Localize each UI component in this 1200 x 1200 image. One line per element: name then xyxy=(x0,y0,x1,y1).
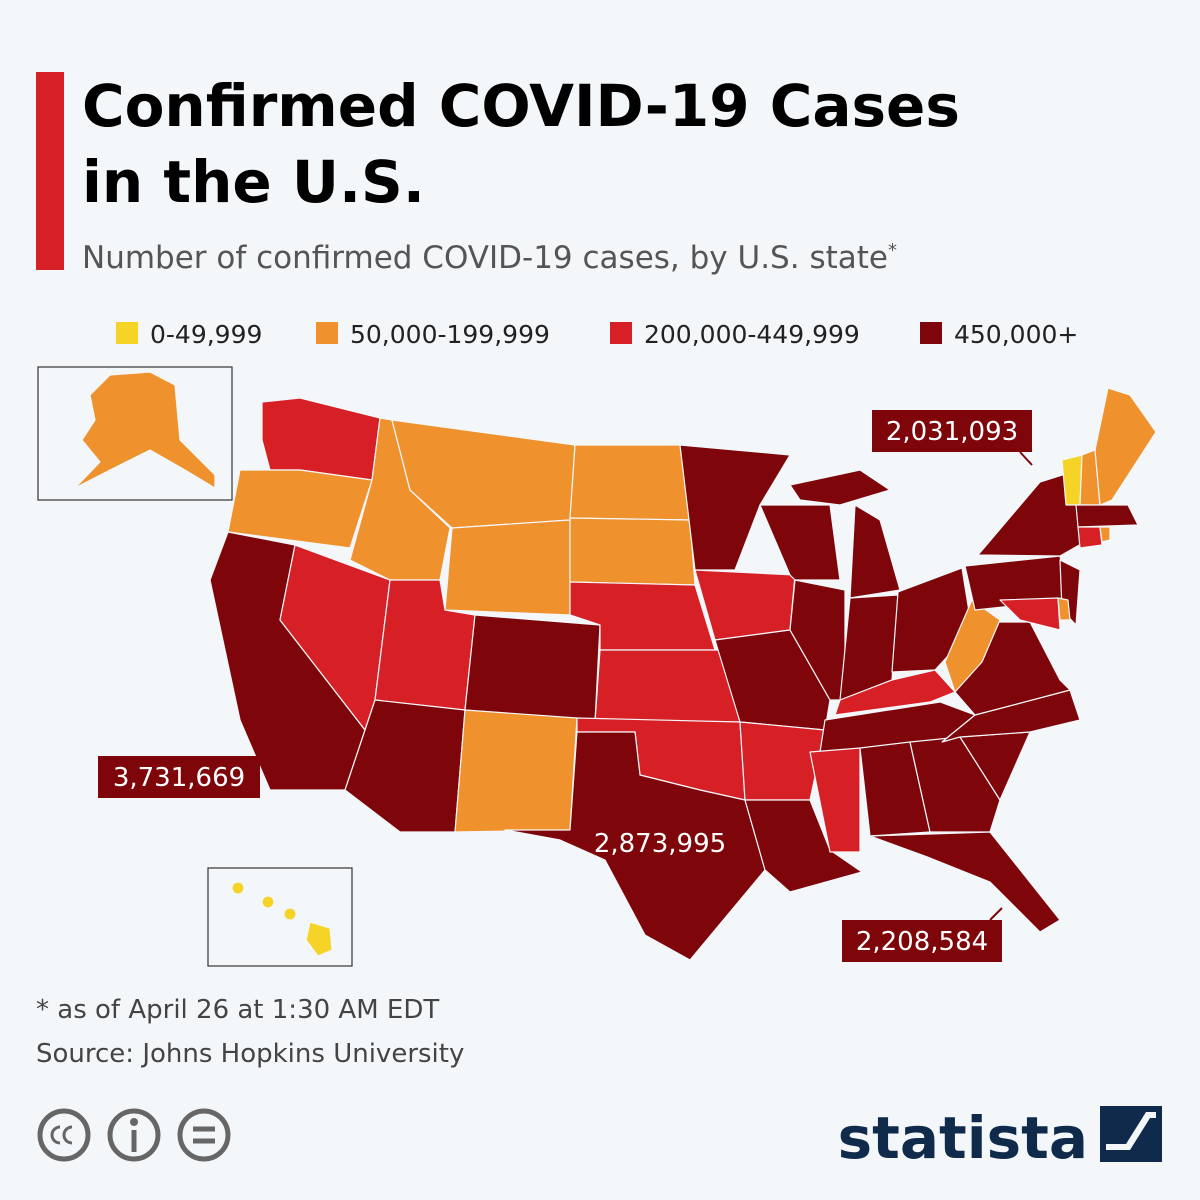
state xyxy=(809,747,861,853)
inset-frame xyxy=(207,867,353,967)
by-icon xyxy=(107,1108,161,1162)
state xyxy=(444,519,571,616)
accent-bar xyxy=(36,72,64,270)
island xyxy=(305,921,333,957)
island xyxy=(261,895,275,909)
callout-box xyxy=(842,920,1002,962)
legend-swatch xyxy=(610,322,632,344)
state xyxy=(594,649,741,723)
state xyxy=(714,629,831,731)
legend-swatch xyxy=(316,322,338,344)
title: Confirmed COVID-19 Cases xyxy=(82,72,960,140)
state xyxy=(464,614,601,723)
state xyxy=(569,444,691,521)
callouts: 2,031,093 3,731,669 2,873,995 2,208,584 xyxy=(98,410,1033,962)
state xyxy=(789,469,891,506)
brand: statista xyxy=(838,1104,1088,1172)
state xyxy=(999,597,1061,631)
source: Source: Johns Hopkins University xyxy=(36,1039,464,1069)
license-icons xyxy=(37,1108,231,1162)
logo-mark xyxy=(1106,1112,1156,1150)
state xyxy=(504,731,766,961)
legend: 0-49,999 50,000-199,999 200,000-449,999 … xyxy=(116,320,1078,349)
state xyxy=(1061,454,1083,506)
state xyxy=(1077,526,1103,549)
callout-box xyxy=(98,756,260,798)
footnote: * as of April 26 at 1:30 AM EDT xyxy=(36,995,439,1025)
state xyxy=(74,371,216,489)
title: in the U.S. xyxy=(82,148,425,216)
nd-icon xyxy=(177,1108,231,1162)
state xyxy=(944,599,1001,693)
inset-frame xyxy=(37,366,233,501)
hawaii xyxy=(231,881,333,957)
state xyxy=(849,504,901,599)
state xyxy=(1075,504,1139,528)
state xyxy=(789,579,846,701)
state xyxy=(869,831,1061,933)
states xyxy=(209,387,1157,961)
state xyxy=(454,709,578,833)
state xyxy=(679,444,791,571)
state xyxy=(1094,387,1157,506)
state xyxy=(694,569,796,641)
icon-detail xyxy=(130,1118,138,1126)
subtitle-text: Number of confirmed COVID-19 cases, by U… xyxy=(82,240,888,276)
brand-logo xyxy=(1100,1106,1162,1162)
callout-pointer xyxy=(989,907,1003,921)
map xyxy=(37,366,1157,967)
callout-label: 2,873,995 xyxy=(594,829,726,859)
legend-swatch xyxy=(116,322,138,344)
state xyxy=(569,517,696,586)
legend-label: 200,000-449,999 xyxy=(644,320,860,349)
legend-label: 50,000-199,999 xyxy=(350,320,550,349)
callout-box xyxy=(872,410,1032,452)
island xyxy=(283,907,297,921)
island xyxy=(231,881,245,895)
legend-swatch xyxy=(920,322,942,344)
state xyxy=(261,397,381,481)
state xyxy=(1057,597,1071,621)
callout-pointer xyxy=(1019,451,1033,466)
state xyxy=(759,504,841,581)
cc-icon xyxy=(37,1108,91,1162)
subtitle-mark: * xyxy=(888,240,897,261)
callout-label: 2,208,584 xyxy=(856,927,988,957)
callout-label: 3,731,669 xyxy=(113,763,245,793)
callout-label: 2,031,093 xyxy=(886,417,1018,447)
state xyxy=(349,417,451,581)
state xyxy=(1099,526,1111,543)
icon-detail xyxy=(50,1125,73,1145)
state xyxy=(744,799,863,893)
legend-label: 450,000+ xyxy=(954,320,1078,349)
legend-label: 0-49,999 xyxy=(150,320,262,349)
subtitle: Number of confirmed COVID-19 cases, by U… xyxy=(82,240,897,276)
